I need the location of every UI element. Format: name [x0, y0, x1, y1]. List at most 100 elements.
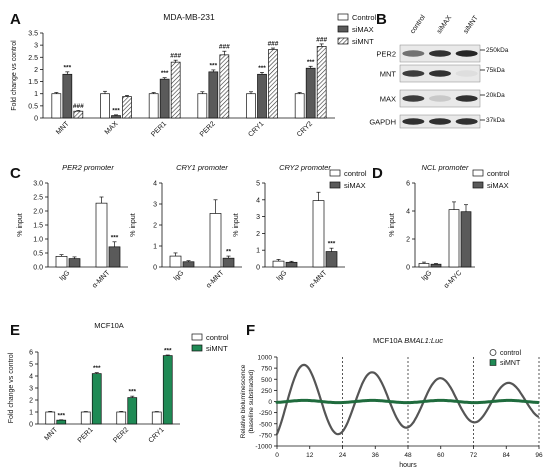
- x-axis-label-f: hours: [399, 462, 417, 469]
- blot-row-label: GAPDH: [369, 118, 396, 127]
- bar-c3-simax: [325, 251, 338, 268]
- blot-band-gapdh: [429, 118, 451, 125]
- y-tick-label-f: -500: [259, 421, 272, 428]
- bar-c1-simax: [68, 258, 81, 268]
- y-tick-label-f: -750: [259, 432, 272, 439]
- blot-band-gapdh: [455, 118, 478, 125]
- bar-c2-simax: [182, 261, 195, 268]
- bar-a-simax: [159, 78, 170, 119]
- x-tick-label-d: IgG: [420, 269, 433, 282]
- y-tick-label-f: -1000: [255, 444, 272, 451]
- bar-e-control: [151, 411, 162, 425]
- y-tick-label-c1: 2.5: [33, 195, 43, 202]
- bar-c3-control: [272, 260, 285, 268]
- blot-column-label: control: [409, 14, 427, 36]
- y-tick-label-c1: 3.0: [33, 181, 43, 188]
- bar-d-simax: [430, 263, 442, 268]
- significance-mark-e: ***: [164, 348, 172, 355]
- legend-swatch-c3: [329, 181, 341, 189]
- bar-c1-control: [55, 256, 68, 268]
- y-tick-label-c3: 0: [256, 265, 260, 272]
- x-tick-label-a: PER2: [199, 120, 217, 138]
- x-tick-label-a: PER1: [150, 120, 168, 138]
- bar-a-simnt: [122, 96, 132, 119]
- bar-a-simnt: [73, 110, 84, 119]
- y-axis-label-c2: % input: [130, 213, 137, 236]
- legend-swatch-e: [191, 333, 203, 341]
- y-axis-label-f: (baseline substracted): [248, 370, 255, 434]
- y-tick-label-d: 0: [406, 265, 410, 272]
- y-tick-label-e: 6: [29, 350, 33, 357]
- x-tick-label-e: PER2: [112, 426, 130, 444]
- bar-e-simnt: [91, 373, 102, 425]
- y-tick-label-e: 2: [29, 398, 33, 405]
- bar-e-control: [116, 411, 127, 425]
- significance-mark-c1: ***: [111, 234, 119, 241]
- x-tick-label-f: 96: [535, 452, 543, 459]
- x-tick-label-f: 36: [372, 452, 380, 459]
- blot-band-max: [455, 95, 478, 102]
- y-tick-label-c3: 1: [256, 248, 260, 255]
- blot-band-gapdh: [402, 118, 425, 125]
- bar-c1-simax: [108, 246, 121, 268]
- bar-a-simax: [62, 73, 73, 119]
- y-tick-label-a: 3: [34, 43, 38, 50]
- legend-label-e: siMNT: [206, 344, 228, 353]
- x-tick-label-c2: α-MNT: [205, 269, 226, 290]
- bar-a-simnt: [219, 54, 230, 119]
- chart-title-c2: CRY1 promoter: [176, 163, 228, 172]
- legend-label-f: control: [500, 350, 521, 357]
- blot-column-label: siMNT: [463, 14, 481, 35]
- bar-c1-control: [95, 202, 108, 268]
- panel-letter-f: F: [246, 322, 255, 339]
- bar-c2-control: [169, 255, 182, 268]
- y-axis-label-e: Fold change vs control: [8, 352, 15, 423]
- legend-label-c3: control: [344, 169, 367, 178]
- blot-row-label: MAX: [380, 95, 396, 104]
- x-tick-label-a: CRY2: [296, 120, 314, 138]
- significance-mark-a: ###: [170, 53, 181, 60]
- chart-title-f: MCF10A BMAL1:Luc: [373, 336, 443, 345]
- trace-control: [275, 363, 539, 436]
- x-tick-label-c3: IgG: [275, 269, 288, 282]
- y-tick-label-c3: 3: [256, 214, 260, 221]
- significance-mark-c3: ***: [328, 241, 336, 248]
- bar-c3-simax: [285, 261, 298, 268]
- y-tick-label-a: 2.5: [28, 55, 38, 62]
- panel-letter-c: C: [10, 165, 21, 182]
- bar-d-simax: [460, 211, 472, 268]
- blot-band-max: [402, 95, 425, 102]
- blot-row-label: PER2: [376, 50, 396, 59]
- bar-d-control: [448, 209, 460, 268]
- legend-swatch-c3: [329, 169, 341, 177]
- bar-a-simnt: [268, 49, 278, 119]
- blot-marker-label: 250kDa: [486, 47, 509, 54]
- y-tick-label-c3: 4: [256, 197, 260, 204]
- y-tick-label-a: 1: [34, 91, 38, 98]
- bar-e-control: [80, 411, 91, 425]
- chart-title-prefix-f: MCF10A: [373, 336, 404, 345]
- x-tick-label-c2: IgG: [172, 269, 185, 282]
- x-tick-label-a: MNT: [55, 120, 71, 136]
- x-tick-label-f: 84: [503, 452, 511, 459]
- bar-d-control: [418, 263, 430, 268]
- y-tick-label-c1: 1.5: [33, 223, 43, 230]
- bar-a-simnt: [170, 61, 181, 119]
- legend-swatch-d: [472, 169, 484, 177]
- y-tick-label-c1: 2.0: [33, 209, 43, 216]
- bar-c2-control: [209, 213, 222, 268]
- blot-marker-label: 20kDa: [486, 92, 505, 99]
- y-tick-label-f: 250: [261, 388, 272, 395]
- y-tick-label-c3: 2: [256, 231, 260, 238]
- panel-letter-b: B: [376, 11, 387, 28]
- legend-label-d: control: [487, 169, 510, 178]
- legend-label-a: siMAX: [352, 25, 374, 34]
- significance-mark-a: ###: [316, 36, 327, 43]
- x-tick-label-f: 60: [437, 452, 445, 459]
- y-tick-label-a: 1.5: [28, 79, 38, 86]
- y-tick-label-e: 1: [29, 410, 33, 417]
- legend-label-c3: siMAX: [344, 181, 366, 190]
- bar-a-simax: [208, 71, 219, 119]
- blot-column-label: siMAX: [436, 14, 454, 35]
